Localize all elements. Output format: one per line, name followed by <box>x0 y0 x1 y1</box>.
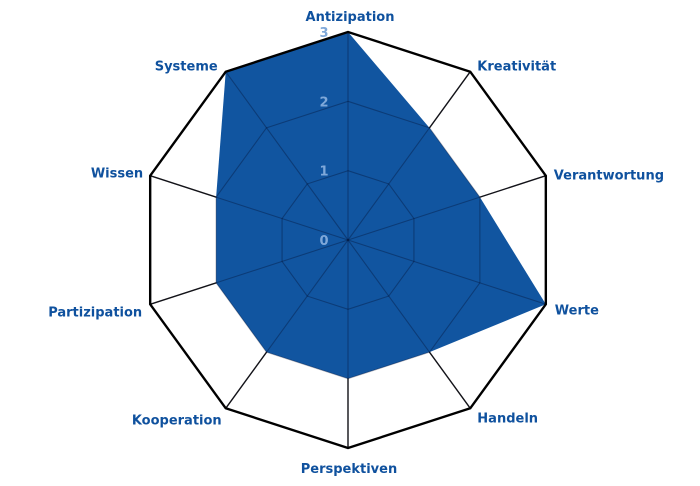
radar-spoke-overlay <box>225 71 349 241</box>
tick-label: 3 <box>319 26 328 41</box>
radar-spoke-overlay <box>150 239 349 305</box>
axis-label-partizipation: Partizipation <box>48 305 142 320</box>
axis-label-kooperation: Kooperation <box>132 413 222 428</box>
axis-label-kreativitt: Kreativität <box>477 60 556 75</box>
radar-spoke-overlay <box>347 239 471 409</box>
tick-label: 0 <box>319 234 328 249</box>
radar-outer-ring <box>148 30 548 450</box>
axis-label-systeme: Systeme <box>155 60 218 75</box>
axis-label-handeln: Handeln <box>477 411 538 426</box>
radar-ring <box>281 170 415 310</box>
tick-label: 1 <box>319 165 328 180</box>
radar-spoke-overlay <box>150 175 349 241</box>
axis-label-perspektiven: Perspektiven <box>301 462 397 477</box>
radar-spoke-overlay <box>347 175 546 241</box>
axis-label-verantwortung: Verantwortung <box>554 169 664 184</box>
radar-series-area <box>216 32 546 379</box>
radar-tick-labels: 0 1 2 3 <box>319 26 328 249</box>
radar-gridlines-overlay <box>150 32 546 448</box>
tick-label: 2 <box>319 95 328 110</box>
radar-spoke-overlay <box>347 239 546 305</box>
radar-spoke-overlay <box>347 71 471 241</box>
radar-ring <box>215 100 481 380</box>
radar-spoke-overlay <box>225 239 349 409</box>
axis-label-wissen: Wissen <box>91 167 143 182</box>
axis-label-werte: Werte <box>555 303 599 318</box>
radar-axis-labels: Antizipation Kreativität Verantwortung Wert… <box>48 10 664 477</box>
axis-label-antizipation: Antizipation <box>306 10 395 25</box>
